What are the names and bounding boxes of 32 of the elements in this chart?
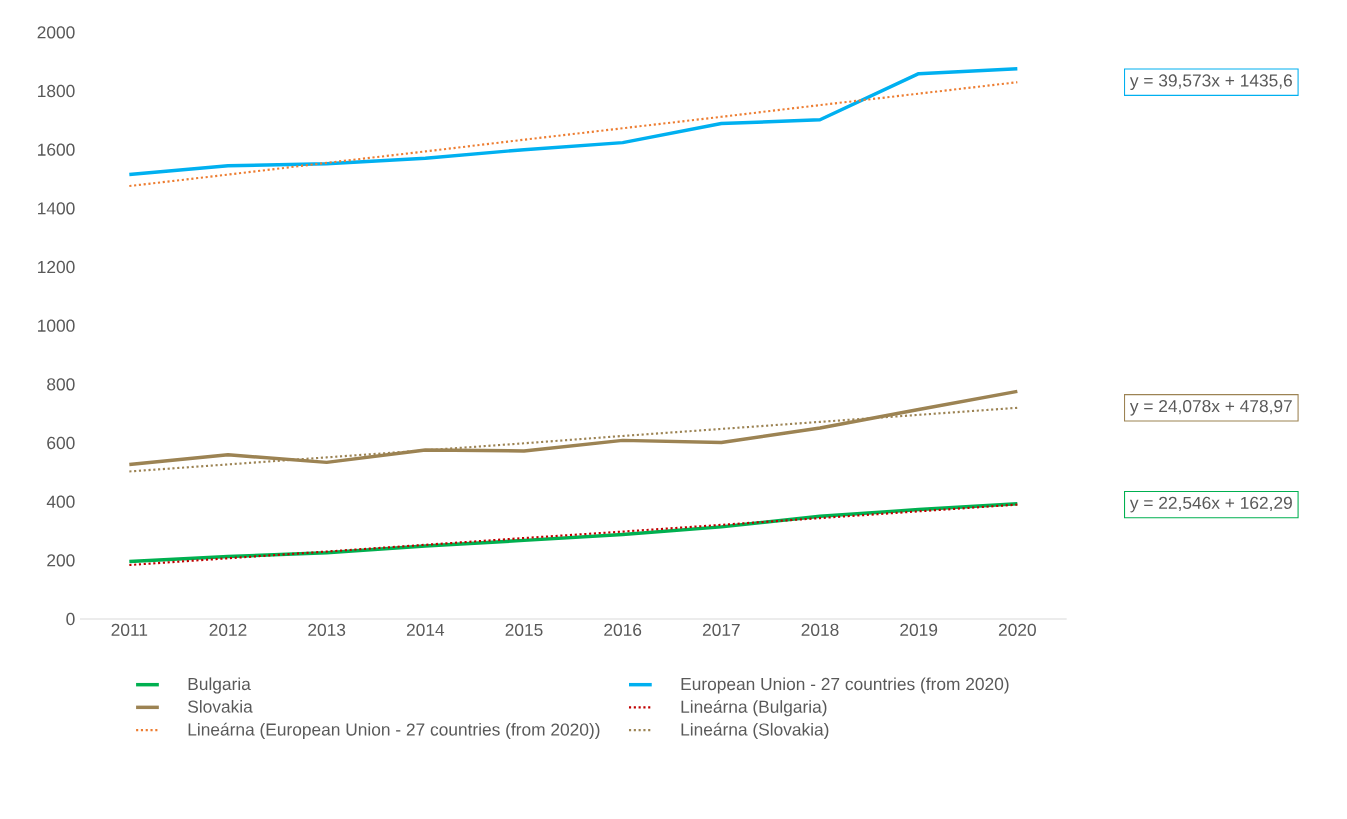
x-tick-label: 2012 [209, 623, 247, 636]
legend-label: Lineárna (Bulgaria) [681, 699, 827, 717]
x-tick-label: 2013 [308, 623, 346, 636]
text: y = 22,546x + 162,29 [1129, 496, 1292, 513]
x-tick-label: 2011 [111, 623, 148, 636]
x-tick-label: 2020 [998, 623, 1036, 636]
y-tick-label: 1200 [38, 260, 75, 274]
y-tick-label: 400 [46, 495, 75, 508]
line-series [128, 81, 1019, 188]
line-series [127, 66, 1020, 177]
x-tick-label: 2017 [702, 623, 740, 636]
x-tick-label: 2016 [604, 623, 642, 636]
legend-label: Slovakia [188, 700, 253, 713]
legend-label: Lineárna (Slovakia) [681, 722, 829, 740]
y-tick-label: 1800 [38, 84, 75, 98]
y-tick-label: 1400 [38, 202, 75, 215]
y-tick-label: 1600 [38, 143, 75, 156]
y-tick-label: 2000 [37, 26, 75, 39]
y-tick-label: 1000 [38, 319, 75, 332]
y-tick-label: 200 [47, 554, 75, 567]
x-tick-label: 2018 [801, 623, 839, 636]
x-tick-label: 2019 [900, 623, 938, 636]
legend-label: Bulgaria [188, 677, 251, 694]
y-tick-label: 0 [66, 612, 75, 626]
x-tick-label: 2015 [505, 623, 543, 636]
y-tick-label: 600 [47, 436, 75, 450]
text: y = 24,078x + 478,97 [1129, 399, 1292, 416]
y-tick-label: 800 [47, 378, 75, 391]
text: y = 39,573x + 1435,6 [1129, 74, 1292, 91]
legend-label: European Union - 27 countries (from 2020) [681, 677, 1009, 694]
legend-label: Lineárna (European Union - 27 countries (from 2020)) [188, 722, 600, 740]
x-tick-label: 2014 [406, 623, 445, 636]
